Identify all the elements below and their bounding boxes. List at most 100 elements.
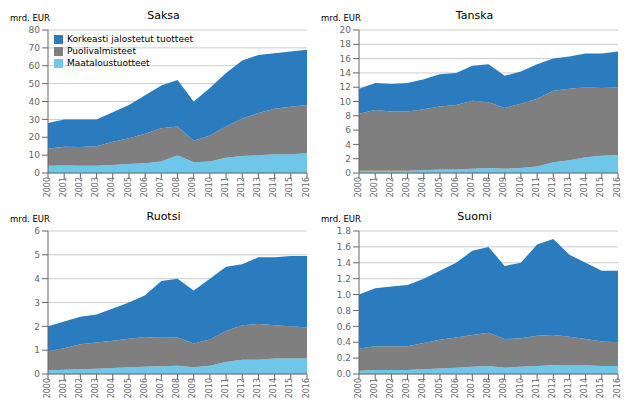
svg-text:6: 6 bbox=[345, 125, 351, 135]
svg-text:2012: 2012 bbox=[237, 378, 246, 398]
svg-text:2006: 2006 bbox=[140, 378, 149, 398]
svg-text:2014: 2014 bbox=[269, 177, 278, 197]
svg-text:2009: 2009 bbox=[188, 177, 197, 197]
svg-text:2002: 2002 bbox=[75, 378, 84, 398]
svg-text:2015: 2015 bbox=[285, 177, 294, 197]
svg-text:6: 6 bbox=[34, 226, 40, 236]
svg-text:2003: 2003 bbox=[91, 177, 100, 197]
svg-text:2012: 2012 bbox=[237, 177, 246, 197]
svg-text:2001: 2001 bbox=[370, 378, 379, 398]
svg-text:18: 18 bbox=[340, 39, 352, 49]
svg-text:2003: 2003 bbox=[402, 177, 411, 197]
svg-text:50: 50 bbox=[29, 79, 41, 89]
svg-text:20: 20 bbox=[340, 25, 352, 35]
svg-text:0: 0 bbox=[34, 168, 40, 178]
svg-text:1.8: 1.8 bbox=[337, 226, 352, 236]
svg-text:2003: 2003 bbox=[91, 378, 100, 398]
svg-text:2007: 2007 bbox=[156, 177, 165, 197]
svg-text:2013: 2013 bbox=[564, 378, 573, 398]
svg-text:2008: 2008 bbox=[172, 177, 181, 197]
svg-text:1.0: 1.0 bbox=[337, 290, 352, 300]
svg-text:70: 70 bbox=[29, 43, 41, 53]
svg-text:2011: 2011 bbox=[221, 177, 230, 197]
svg-text:2007: 2007 bbox=[156, 378, 165, 398]
svg-text:2004: 2004 bbox=[418, 378, 427, 398]
svg-text:2005: 2005 bbox=[435, 378, 444, 398]
svg-text:2: 2 bbox=[345, 154, 351, 164]
svg-text:2014: 2014 bbox=[580, 177, 589, 197]
svg-text:2003: 2003 bbox=[402, 378, 411, 398]
svg-text:2015: 2015 bbox=[596, 378, 605, 398]
svg-text:2008: 2008 bbox=[483, 177, 492, 197]
svg-text:2010: 2010 bbox=[205, 378, 214, 398]
svg-text:2004: 2004 bbox=[107, 378, 116, 398]
svg-text:2004: 2004 bbox=[418, 177, 427, 197]
svg-text:0: 0 bbox=[34, 369, 40, 379]
svg-text:2016: 2016 bbox=[613, 378, 622, 398]
svg-text:2005: 2005 bbox=[435, 177, 444, 197]
svg-text:2002: 2002 bbox=[386, 378, 395, 398]
svg-text:30: 30 bbox=[29, 115, 41, 125]
svg-text:2007: 2007 bbox=[467, 378, 476, 398]
svg-text:2013: 2013 bbox=[253, 177, 262, 197]
svg-text:0.6: 0.6 bbox=[337, 322, 352, 332]
svg-text:1: 1 bbox=[34, 345, 40, 355]
svg-text:10: 10 bbox=[340, 97, 352, 107]
svg-text:0: 0 bbox=[345, 168, 351, 178]
svg-text:2001: 2001 bbox=[59, 378, 68, 398]
svg-text:14: 14 bbox=[340, 68, 352, 78]
svg-text:3: 3 bbox=[34, 298, 40, 308]
svg-text:2014: 2014 bbox=[580, 378, 589, 398]
svg-text:2014: 2014 bbox=[269, 378, 278, 398]
svg-text:0.0: 0.0 bbox=[337, 369, 352, 379]
svg-text:1.2: 1.2 bbox=[337, 274, 351, 284]
svg-text:10: 10 bbox=[29, 150, 41, 160]
svg-text:2013: 2013 bbox=[564, 177, 573, 197]
svg-text:2005: 2005 bbox=[124, 177, 133, 197]
svg-text:2011: 2011 bbox=[532, 177, 541, 197]
svg-text:2009: 2009 bbox=[499, 177, 508, 197]
svg-text:2015: 2015 bbox=[596, 177, 605, 197]
svg-text:2008: 2008 bbox=[483, 378, 492, 398]
svg-text:2009: 2009 bbox=[188, 378, 197, 398]
svg-text:2016: 2016 bbox=[302, 378, 311, 398]
svg-text:5: 5 bbox=[34, 250, 40, 260]
svg-text:2016: 2016 bbox=[613, 177, 622, 197]
svg-text:2012: 2012 bbox=[548, 378, 557, 398]
svg-text:2016: 2016 bbox=[302, 177, 311, 197]
svg-text:40: 40 bbox=[29, 97, 41, 107]
svg-text:4: 4 bbox=[34, 274, 40, 284]
svg-text:80: 80 bbox=[29, 25, 41, 35]
svg-text:2000: 2000 bbox=[354, 177, 363, 197]
svg-text:16: 16 bbox=[340, 54, 352, 64]
svg-text:2006: 2006 bbox=[140, 177, 149, 197]
svg-text:2008: 2008 bbox=[172, 378, 181, 398]
svg-text:2000: 2000 bbox=[43, 378, 52, 398]
svg-text:2010: 2010 bbox=[516, 177, 525, 197]
svg-text:2015: 2015 bbox=[285, 378, 294, 398]
svg-text:2011: 2011 bbox=[221, 378, 230, 398]
svg-text:2004: 2004 bbox=[107, 177, 116, 197]
svg-text:20: 20 bbox=[29, 132, 41, 142]
svg-text:2001: 2001 bbox=[59, 177, 68, 197]
svg-text:2002: 2002 bbox=[75, 177, 84, 197]
svg-text:2006: 2006 bbox=[451, 177, 460, 197]
svg-text:60: 60 bbox=[29, 61, 41, 71]
svg-text:1.6: 1.6 bbox=[337, 242, 352, 252]
svg-text:12: 12 bbox=[340, 82, 351, 92]
svg-text:0.8: 0.8 bbox=[337, 306, 352, 316]
svg-text:2013: 2013 bbox=[253, 378, 262, 398]
svg-text:2007: 2007 bbox=[467, 177, 476, 197]
svg-text:2001: 2001 bbox=[370, 177, 379, 197]
svg-text:2006: 2006 bbox=[451, 378, 460, 398]
svg-text:0.2: 0.2 bbox=[337, 353, 351, 363]
svg-text:8: 8 bbox=[345, 111, 351, 121]
svg-text:2002: 2002 bbox=[386, 177, 395, 197]
svg-text:2005: 2005 bbox=[124, 378, 133, 398]
svg-text:4: 4 bbox=[345, 140, 351, 150]
svg-text:2012: 2012 bbox=[548, 177, 557, 197]
svg-text:2009: 2009 bbox=[499, 378, 508, 398]
svg-text:1.4: 1.4 bbox=[337, 258, 352, 268]
svg-text:2010: 2010 bbox=[205, 177, 214, 197]
svg-text:2011: 2011 bbox=[532, 378, 541, 398]
